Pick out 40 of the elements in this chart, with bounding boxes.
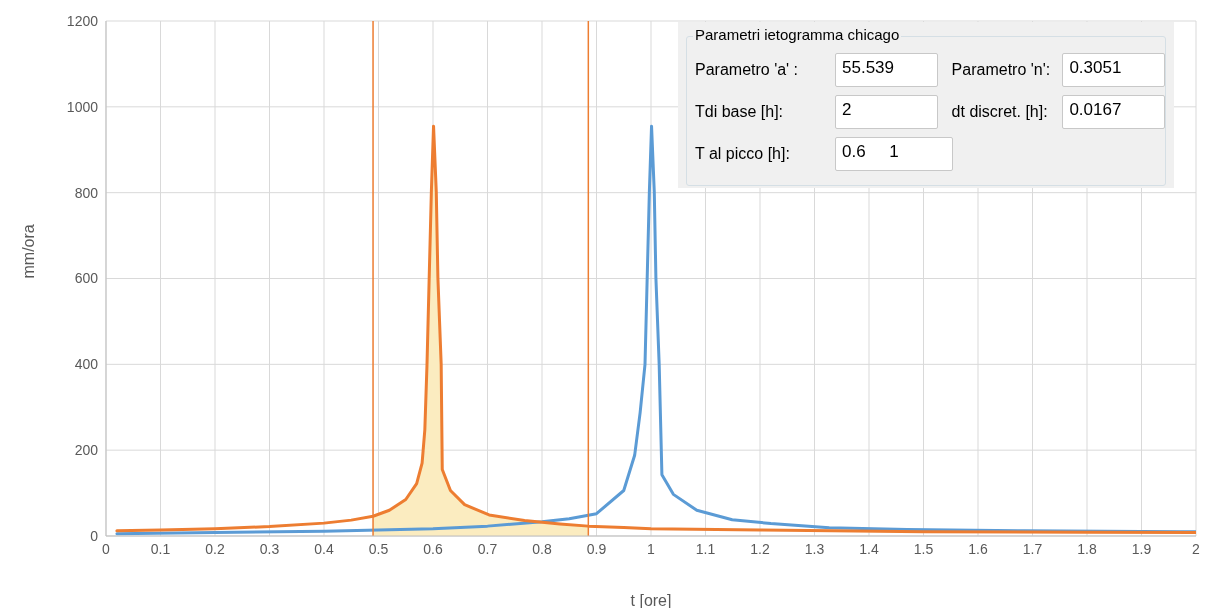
x-tick-label: 0.1 <box>150 540 171 557</box>
text: Parametri ietogramma chicago <box>693 26 902 43</box>
y-tick-label: 1000 <box>66 98 99 115</box>
x-tick-label: 2 <box>1192 540 1201 557</box>
text-field: 2 <box>835 95 938 129</box>
x-tick-label: 0.2 <box>205 540 225 557</box>
annotation: T al picco [h]: <box>695 145 791 163</box>
y-tick-label: 400 <box>74 356 99 373</box>
annotation: dt discret. [h]: <box>951 103 1049 121</box>
x-tick-label: 1.5 <box>913 540 934 557</box>
x-tick-label: 1.7 <box>1022 540 1043 557</box>
y-tick-label: 0 <box>90 527 99 544</box>
y-tick-label: 1200 <box>66 12 99 29</box>
annotation: Parametro 'n': <box>951 61 1052 79</box>
annotation: Parametro 'a' : <box>695 61 800 79</box>
x-tick-label: 1 <box>647 540 656 557</box>
y-tick-label: 800 <box>74 184 99 201</box>
x-tick-label: 1.6 <box>968 540 988 557</box>
y-tick-label: 200 <box>74 442 99 459</box>
x-tick-label: 0.4 <box>314 540 334 557</box>
annotation: Tdi base [h]: <box>695 103 785 121</box>
x-tick-label: 0.6 <box>423 540 443 557</box>
x-tick-label: 1.1 <box>695 540 716 557</box>
text-field: 0.6 1 <box>835 137 953 171</box>
x-tick-label: 0.5 <box>368 540 389 557</box>
text-field: 0.3051 <box>1062 53 1165 87</box>
text-field: 55.539 <box>835 53 938 87</box>
x-tick-label: 0.3 <box>259 540 280 557</box>
y-tick-label: 600 <box>74 270 99 287</box>
text-field: 0.0167 <box>1062 95 1165 129</box>
x-tick-label: 1.9 <box>1131 540 1152 557</box>
x-tick-label: 1.3 <box>804 540 825 557</box>
x-tick-label: 1.8 <box>1077 540 1097 557</box>
x-tick-label: 1.2 <box>750 540 770 557</box>
x-tick-label: 0.8 <box>532 540 552 557</box>
x-tick-label: 1.4 <box>859 540 879 557</box>
x-tick-label: 0.7 <box>477 540 498 557</box>
x-tick-label: 0 <box>102 540 111 557</box>
y-axis-title: mm/ora <box>19 224 37 279</box>
x-tick-label: 0.9 <box>586 540 607 557</box>
